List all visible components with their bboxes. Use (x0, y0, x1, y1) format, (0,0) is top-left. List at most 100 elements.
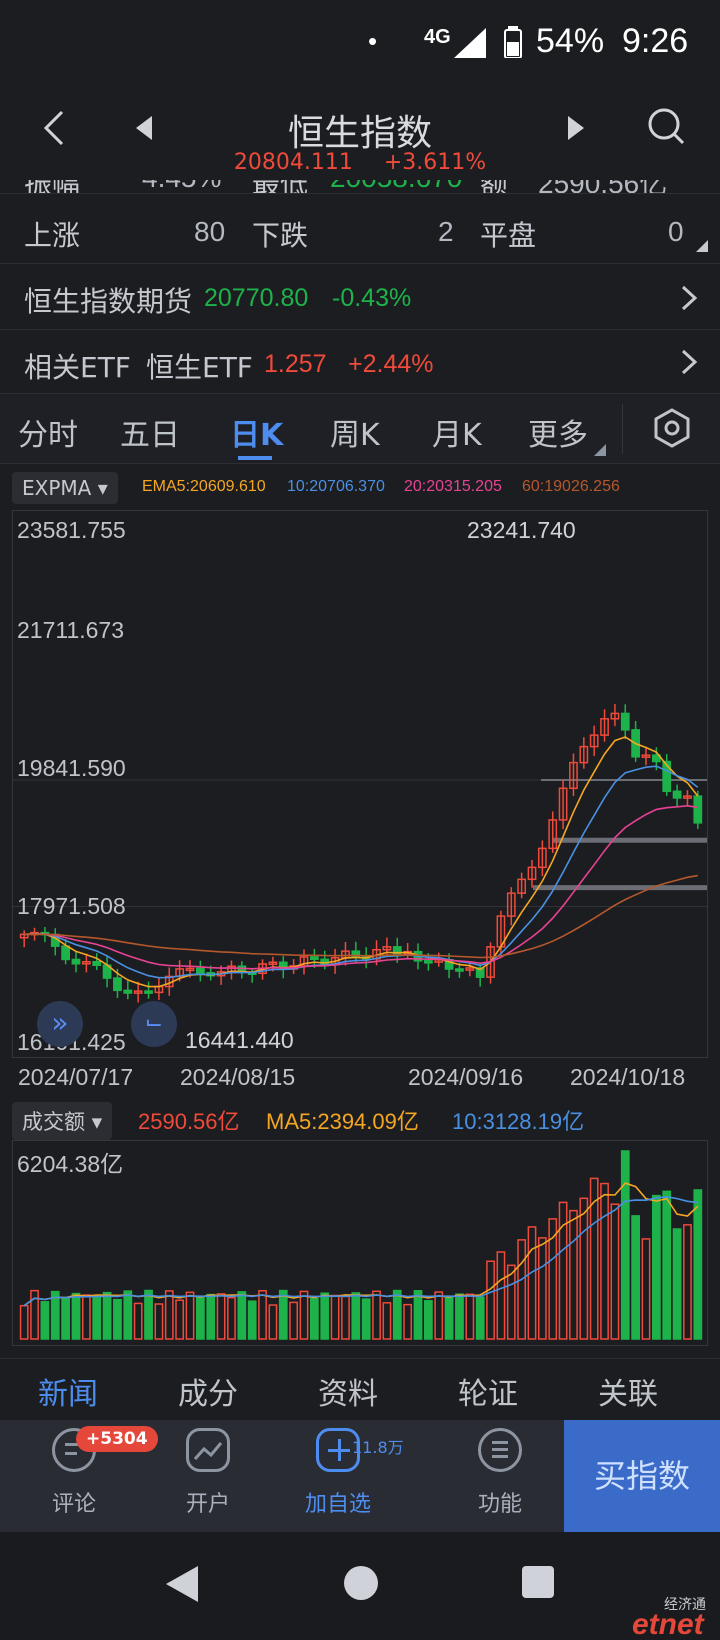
flat-label: 平盘 (480, 219, 537, 252)
active-tab-underline (238, 456, 272, 460)
chevron-right-icon (681, 349, 698, 375)
futures-change: -0.43% (332, 284, 412, 312)
date-label: 2024/10/18 (570, 1064, 686, 1090)
tab-daily-k[interactable]: 日K (230, 418, 284, 453)
ema20-label: 20:20315.205 (404, 478, 502, 495)
up-value: 80 (194, 216, 226, 247)
back-icon[interactable] (40, 108, 68, 148)
price-axis-mid1: 21711.673 (17, 617, 125, 643)
system-nav-bar: 经济通 etnet (0, 1532, 720, 1640)
header-change: +3.611% (383, 150, 487, 175)
bottom-toolbar: 评论 +5304 开户 加自选 11.8万 功能 买指数 (0, 1420, 720, 1532)
flat-value: 0 (668, 216, 684, 247)
amplitude-value: 4.45% (142, 180, 221, 193)
buy-index-button[interactable]: 买指数 (564, 1420, 720, 1532)
date-label: 2024/07/17 (18, 1064, 134, 1090)
chart-plus-icon (186, 1428, 230, 1472)
info-tabs: 新闻 成分 资料 轮证 关联 (0, 1358, 720, 1418)
etf-change: +2.44% (348, 350, 434, 378)
add-watchlist-button[interactable]: 加自选 (278, 1428, 398, 1518)
watermark-cn: 经济通 (664, 1597, 706, 1613)
status-bar: • 4G 54% 9:26 (0, 0, 720, 90)
menu-icon (478, 1428, 522, 1472)
next-index-icon[interactable] (566, 114, 586, 142)
watchlist-count: 11.8万 (352, 1438, 404, 1457)
down-label: 下跌 (252, 219, 309, 252)
crosshair-toggle-icon[interactable]: ⌙ (131, 1001, 177, 1047)
add-watchlist-label: 加自选 (304, 1492, 371, 1517)
candlestick-chart[interactable]: 23581.755 21711.673 19841.590 17971.508 … (12, 510, 708, 1058)
down-value: 2 (438, 216, 454, 247)
open-account-button[interactable]: 开户 (148, 1428, 268, 1518)
chevron-right-icon (681, 285, 698, 311)
price-axis-mid2: 19841.590 (17, 755, 126, 781)
tab-more[interactable]: 更多 (528, 418, 588, 453)
signal-icon (454, 28, 486, 58)
tab-constituents[interactable]: 成分 (178, 1377, 238, 1412)
tab-news[interactable]: 新闻 (38, 1377, 98, 1412)
amplitude-label: 振幅 (24, 180, 80, 193)
comment-badge: +5304 (76, 1426, 158, 1452)
etf-row[interactable]: 相关ETF 恒生ETF 1.257 +2.44% (0, 330, 720, 394)
etf-value: 1.257 (264, 350, 327, 378)
tab-weekly-k[interactable]: 周K (330, 418, 380, 453)
volume-value: 2590.56亿 (138, 1109, 240, 1134)
nav-recents-icon[interactable] (520, 1564, 556, 1600)
breadth-row: 上涨 80 下跌 2 平盘 0 (0, 194, 720, 264)
watermark-logo: etnet (632, 1608, 704, 1640)
nav-back-icon[interactable] (164, 1564, 200, 1604)
tab-five-day[interactable]: 五日 (120, 418, 180, 453)
indicator-select[interactable]: EXPMA ▾ (12, 472, 118, 504)
add-icon (316, 1428, 360, 1472)
volume-axis-top: 6204.38亿 (17, 1151, 124, 1177)
battery-percent: 54% (536, 22, 605, 60)
volume-select[interactable]: 成交额 ▾ (12, 1102, 113, 1140)
notification-dot: • (368, 26, 378, 56)
tab-warrants[interactable]: 轮证 (458, 1377, 518, 1412)
header-price: 20804.111 (233, 150, 353, 175)
price-axis-top: 23581.755 (17, 517, 126, 543)
header: 恒生指数 20804.111 +3.611% (0, 90, 720, 180)
etf-label: 相关ETF (24, 351, 131, 384)
prev-index-icon[interactable] (134, 114, 154, 142)
tab-related[interactable]: 关联 (598, 1377, 658, 1412)
low-label: 最低 (252, 180, 308, 193)
ema60-label: 60:19026.256 (522, 478, 620, 495)
expand-corner-icon[interactable] (696, 240, 708, 252)
high-annotation: 23241.740 (467, 517, 576, 543)
more-corner-icon (594, 444, 606, 456)
futures-value: 20770.80 (204, 284, 309, 312)
network-label: 4G (424, 26, 451, 48)
clock: 9:26 (622, 22, 689, 60)
etf-name: 恒生ETF (146, 351, 253, 384)
battery-icon (504, 26, 522, 58)
low-annotation: 16441.440 (185, 1027, 294, 1053)
period-tabs: 分时 五日 日K 周K 月K 更多 (0, 394, 720, 464)
futures-row[interactable]: 恒生指数期货 20770.80 -0.43% (0, 264, 720, 330)
ema10-label: 10:20706.370 (287, 478, 385, 495)
settings-icon[interactable] (652, 408, 692, 448)
functions-button[interactable]: 功能 (440, 1428, 560, 1518)
tab-intraday[interactable]: 分时 (18, 418, 78, 453)
up-label: 上涨 (24, 219, 81, 252)
open-account-label: 开户 (185, 1492, 230, 1517)
stats-row-partial: 振幅 4.45% 最低 20058.670 额 2590.56亿 (0, 180, 720, 194)
search-icon[interactable] (646, 106, 686, 146)
header-quote: 20804.111 +3.611% (0, 150, 720, 175)
volume-ma10: 10:3128.19亿 (452, 1109, 585, 1134)
indicator-bar: EXPMA ▾ EMA5:20609.610 10:20706.370 20:2… (0, 464, 720, 508)
date-label: 2024/08/15 (180, 1064, 296, 1090)
tab-monthly-k[interactable]: 月K (432, 418, 482, 453)
price-axis-mid3: 17971.508 (17, 893, 126, 919)
functions-label: 功能 (477, 1492, 522, 1517)
tab-profile[interactable]: 资料 (318, 1377, 378, 1412)
volume-chart[interactable]: 6204.38亿 (12, 1140, 708, 1346)
date-label: 2024/09/16 (408, 1064, 524, 1090)
comment-label: 评论 (51, 1492, 96, 1517)
date-axis: 2024/07/17 2024/08/15 2024/09/16 2024/10… (0, 1062, 720, 1094)
turnover-label: 额 (480, 180, 508, 193)
expand-panel-icon[interactable]: » (37, 1001, 83, 1047)
volume-ma5: MA5:2394.09亿 (266, 1109, 419, 1134)
nav-home-icon[interactable] (342, 1564, 380, 1602)
turnover-value: 2590.56亿 (538, 180, 667, 193)
